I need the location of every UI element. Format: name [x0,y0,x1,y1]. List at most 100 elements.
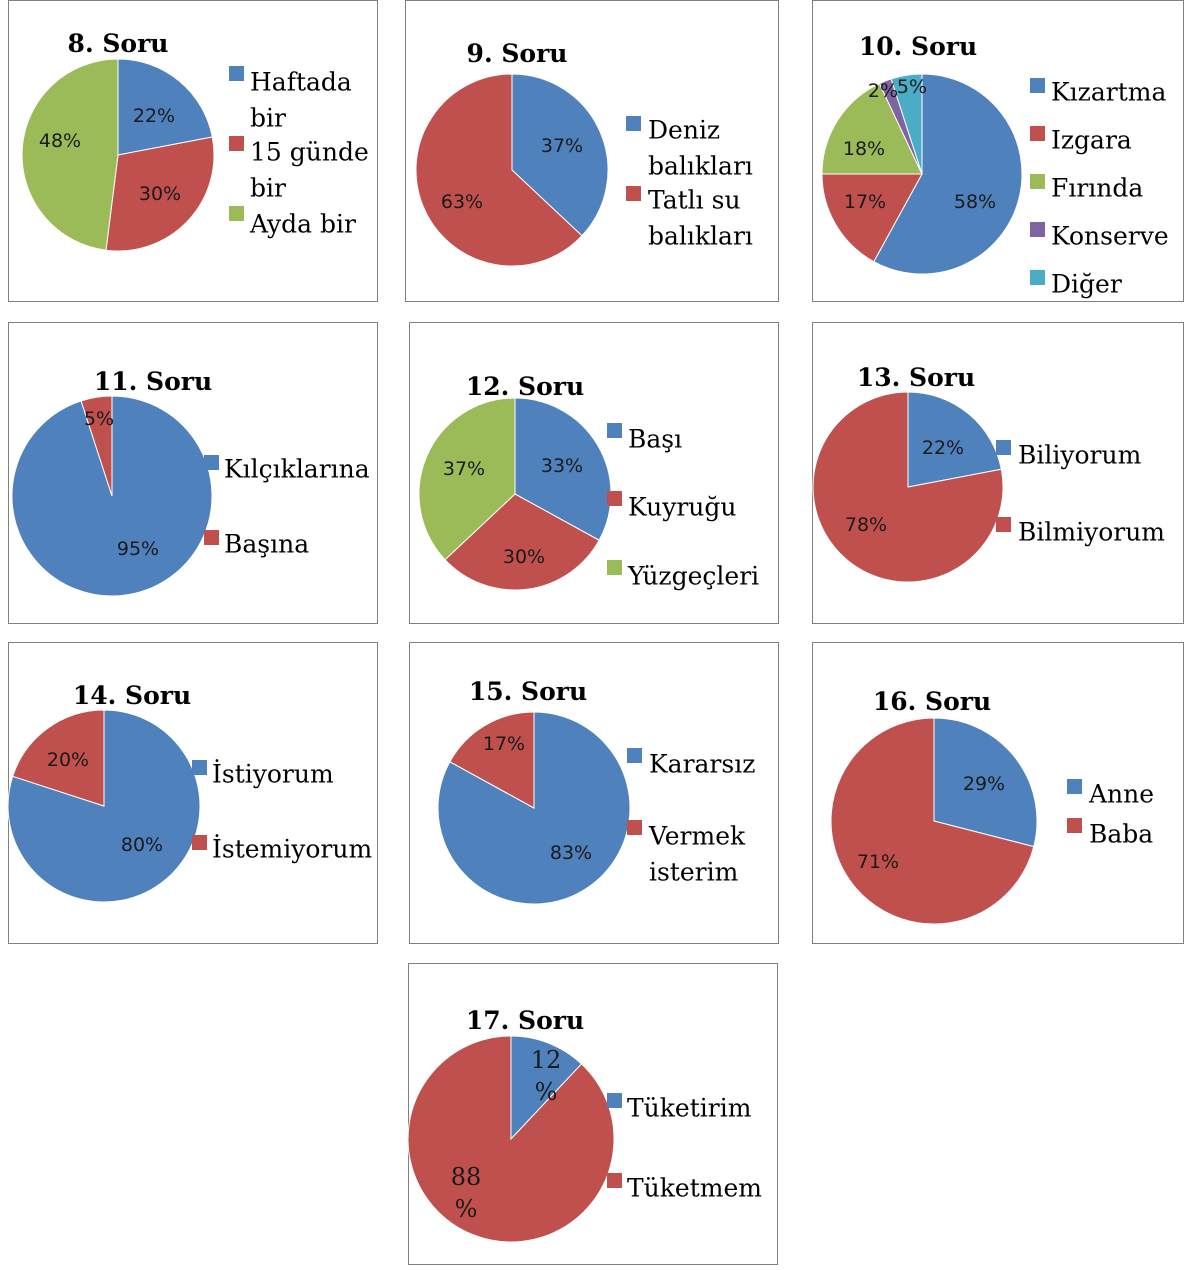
pie-slice-1 [510,1035,583,1141]
legend-item-1: Kararsız [627,748,755,779]
chart-title: 12. Soru [466,372,584,401]
legend-item-1: Anne [1067,779,1154,809]
legend-item-1: Tüketirim [607,1093,752,1123]
pie-chart-15: 83% 17% 15. Soru Kararsız Vermek isterim [409,642,779,944]
legend-swatch [627,748,642,763]
legend-item-1: İstiyorum [192,760,334,789]
pie-slice-2 [812,391,1004,583]
legend-swatch [1067,779,1082,794]
legend-item-3: Yüzgeçleri [607,560,759,591]
legend-swatch [627,820,642,835]
pie-slice-1 [873,73,1023,275]
slice-label-2: 17% [844,191,886,213]
legend-item-2: Tüketmem [607,1173,762,1203]
pie-slice-3 [821,82,923,175]
legend-item-2: Baba [1067,818,1153,849]
legend-label: Fırında [1051,174,1143,203]
slice-label-2: 30% [139,183,181,205]
legend-label: Izgara [1051,126,1132,155]
slice-label-3: 48% [39,130,81,152]
legend-swatch [1030,222,1045,237]
legend-swatch [626,186,641,201]
legend-item-3: Ayda bir [229,206,356,239]
slice-label-2: 5% [84,408,114,430]
legend-label: Yüzgeçleri [627,562,759,591]
pie-slice-2 [444,493,600,591]
legend-label: Vermek [648,822,746,851]
legend-label: Haftada [250,68,352,97]
legend-swatch [607,423,622,438]
chart-title: 16. Soru [873,687,991,716]
legend-swatch [1067,818,1082,833]
legend-swatch [1030,126,1045,141]
legend-swatch [607,560,622,575]
legend-item-1: Biliyorum [996,440,1142,470]
pie-chart-17: 12 % 88 % 17. Soru Tüketirim Tüketmem [407,963,778,1265]
slice-label-2: 20% [47,749,89,771]
pie-slice-2 [12,709,105,807]
legend-label: isterim [649,858,739,887]
slice-label-3: 18% [843,138,885,160]
slice-label-4: 2% [868,80,898,102]
slice-label-1: 29% [963,773,1005,795]
legend-swatch [1030,78,1045,93]
legend-swatch [1030,174,1045,189]
slice-label-1: 95% [117,538,159,560]
legend-item-3: Fırında [1030,174,1143,203]
pie-chart-10: 58% 17% 18% 2%5% 10. Soru Kızartma Izgara Fırın… [812,0,1184,302]
legend-label: Başına [224,530,309,559]
pie-slice-1 [437,711,631,905]
pie-slice-2 [407,1035,615,1243]
legend-item-1: Deniz balıkları [626,116,753,181]
legend-swatch [607,1173,622,1188]
slice-label-2: 78% [845,514,887,536]
legend-label: Kılçıklarına [224,455,370,484]
pie-slice-1 [907,391,1002,488]
slice-label-1: 37% [541,135,583,157]
pie-chart-12: 33% 30% 37% 12. Soru Başı Kuyruğu Yüzgeçleri [409,322,779,624]
legend-label: Kızartma [1051,78,1166,107]
legend-label: balıkları [648,222,753,251]
legend-swatch [607,1093,622,1108]
chart-title: 17. Soru [466,1006,584,1035]
legend-item-2: Başına [204,530,309,559]
legend-swatch [229,66,244,81]
chart-title: 8. Soru [68,29,169,58]
slice-label-1: 80% [121,834,163,856]
legend-label: bir [250,174,286,203]
legend-item-1: Kızartma [1030,78,1166,107]
legend-item-1: Başı [607,423,682,454]
chart-title: 15. Soru [469,677,587,706]
pie-slice-2 [821,173,923,263]
slice-label-1: 33% [541,455,583,477]
pie-chart-14: 80% 20% 14. Soru İstiyorum İstemiyorum [7,642,378,944]
pie-slice-2 [830,717,1035,925]
pie-slice-2 [80,395,113,497]
slice-label-1: 22% [922,437,964,459]
slice-label-1: 58% [954,191,996,213]
pie-chart-13: 22% 78% 13. Soru Biliyorum Bilmiyorum [812,322,1184,624]
legend-swatch [204,530,219,545]
legend-swatch [229,206,244,221]
legend-item-5: Diğer [1030,270,1122,299]
pie-chart-16: 29% 71% 16. Soru Anne Baba [812,642,1184,944]
legend-label: Tatlı su [648,186,741,215]
legend-label: Bilmiyorum [1018,518,1165,547]
legend-label: Kararsız [649,750,755,779]
legend-item-2: Tatlı su balıkları [626,186,753,251]
slice-label-5: 5% [897,76,927,98]
legend-label: Deniz [648,116,720,145]
slice-label-2: 30% [503,546,545,568]
pie-chart-11: 95% 5% 11. Soru Kılçıklarına Başına [8,322,378,624]
legend-swatch [996,440,1011,455]
legend-label: İstemiyorum [212,835,372,864]
slice-label-2: 88% [451,1163,482,1223]
slice-label-2: 71% [857,851,899,873]
chart-title: 9. Soru [467,39,568,68]
legend-label: İstiyorum [212,760,334,789]
legend-label: 15 günde [250,138,369,167]
legend-label: Konserve [1051,222,1169,251]
pie-slice-1 [933,717,1038,848]
